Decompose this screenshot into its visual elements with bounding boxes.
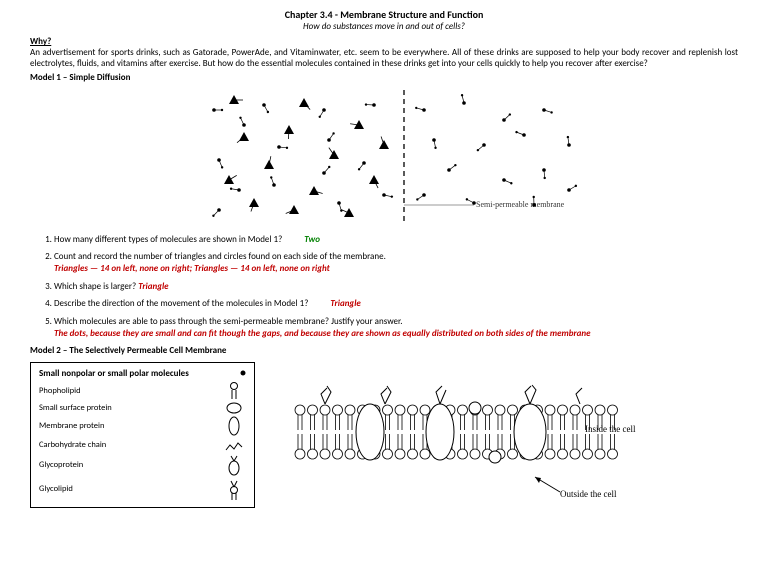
q3-answer: Triangle (138, 281, 168, 292)
glycoprotein-icon (222, 454, 246, 476)
legend-row: Membrane protein (39, 416, 246, 436)
legend-row: Phopholipid (39, 382, 246, 400)
q1: How many different types of molecules ar… (54, 234, 738, 246)
legend-header: Small nonpolar or small polar molecules (39, 368, 246, 379)
q4: Describe the direction of the movement o… (54, 298, 738, 310)
page-title: Chapter 3.4 - Membrane Structure and Fun… (30, 8, 738, 21)
outside-label: Outside the cell (560, 489, 617, 499)
model1-diagram: Semi-permeable membrane (174, 85, 594, 230)
intro-paragraph: An advertisement for sports drinks, such… (30, 47, 738, 70)
q1-answer: Two (304, 234, 320, 245)
q3: Which shape is larger? Triangle (54, 281, 738, 293)
page-subtitle: How do substances move in and out of cel… (30, 21, 738, 32)
legend-row: Glycoprotein (39, 454, 246, 476)
legend-row: Small surface protein (39, 402, 246, 414)
surface-protein-icon (222, 402, 246, 414)
q2-text: Count and record the number of triangles… (54, 251, 386, 262)
q1-text: How many different types of molecules ar… (54, 234, 282, 245)
q2: Count and record the number of triangles… (54, 251, 738, 274)
model2-heading: Model 2 – The Selectively Permeable Cell… (30, 345, 738, 356)
legend-row: Carbohydrate chain (39, 438, 246, 452)
model1-heading: Model 1 – Simple Diffusion (30, 72, 738, 83)
glycolipid-icon (222, 478, 246, 500)
dot-icon (240, 368, 246, 379)
membrane-protein-icon (222, 416, 246, 436)
question-list: How many different types of molecules ar… (30, 234, 738, 340)
legend-row: Glycolipid (39, 478, 246, 500)
q3-text: Which shape is larger? (54, 281, 136, 292)
legend-box: Small nonpolar or small polar molecules … (30, 362, 255, 508)
q5-text: Which molecules are able to pass through… (54, 316, 403, 327)
membrane-diagram: Inside the cell Outside the cell (285, 362, 738, 505)
why-heading: Why? (30, 36, 738, 47)
q4-answer: Triangle (330, 298, 360, 309)
q2-answer: Triangles — 14 on left, none on right; T… (54, 263, 738, 275)
q4-text: Describe the direction of the movement o… (54, 298, 308, 309)
inside-label: Inside the cell (585, 424, 636, 434)
carb-chain-icon (222, 438, 246, 452)
svg-text:Semi-permeable membrane: Semi-permeable membrane (476, 200, 565, 209)
q5-answer: The dots, because they are small and can… (54, 328, 738, 340)
phospholipid-icon (222, 382, 246, 400)
q5: Which molecules are able to pass through… (54, 316, 738, 339)
